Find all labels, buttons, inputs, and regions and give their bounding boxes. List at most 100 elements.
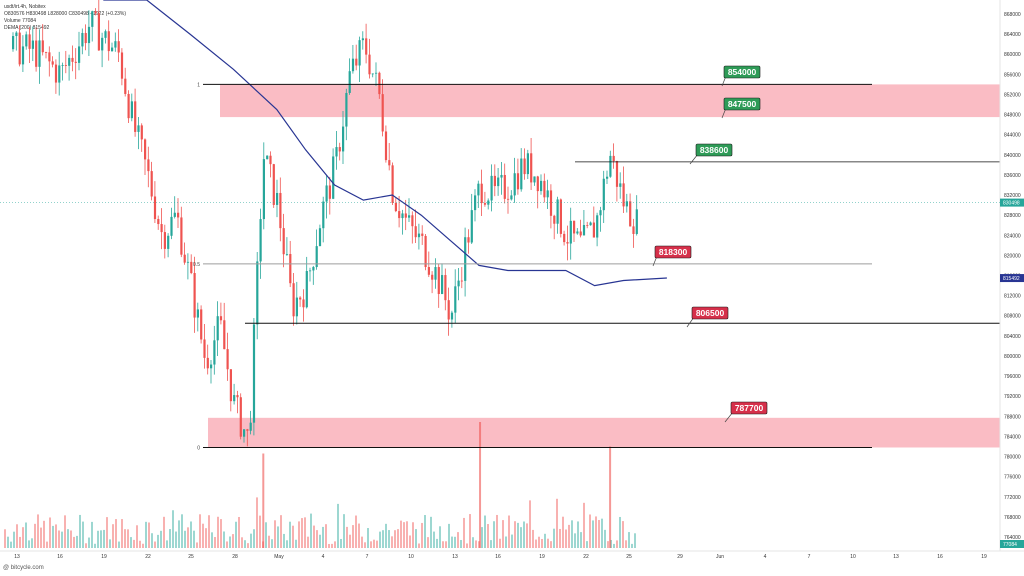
volume-bar <box>298 521 300 548</box>
volume-bar <box>19 536 21 548</box>
price-tag <box>1000 274 1024 283</box>
candle-body <box>78 46 81 63</box>
volume-bar <box>31 538 33 548</box>
volume-bar <box>136 525 138 548</box>
volume-bar <box>472 537 474 548</box>
candle-body <box>309 270 312 272</box>
volume-bar <box>232 534 234 548</box>
volume-bar <box>259 515 261 548</box>
volume-bar <box>388 530 390 548</box>
volume-bar <box>16 524 18 548</box>
candle-body <box>41 40 44 53</box>
candle-body <box>64 65 67 66</box>
legend-ema: DEMA (200) 815492 <box>4 25 126 32</box>
volume-bar <box>553 528 555 548</box>
level-label-box <box>723 97 761 111</box>
candle-body <box>91 11 94 27</box>
candle-body <box>480 183 483 204</box>
candle-body <box>213 340 216 365</box>
volume-bar <box>475 540 477 548</box>
candle-body <box>58 65 61 83</box>
candle-body <box>582 225 586 236</box>
x-tick-label: 13 <box>452 554 458 560</box>
candle-body <box>140 125 143 140</box>
source-credit: @ bitcycle.com <box>3 565 44 571</box>
volume-bar <box>430 516 432 548</box>
x-tick-label: 28 <box>232 554 238 560</box>
volume-bar <box>61 531 63 548</box>
volume-bar <box>229 536 231 548</box>
x-tick-label: 13 <box>893 554 899 560</box>
candle-body <box>74 61 77 63</box>
volume-bar <box>226 541 228 548</box>
volume-bar <box>241 537 243 548</box>
volume-bar <box>271 539 273 548</box>
volume-bar <box>280 515 282 548</box>
candle-body <box>124 78 127 94</box>
candle-body <box>615 161 619 187</box>
volume-bar <box>616 540 618 548</box>
volume-bar <box>622 521 624 548</box>
candle-body <box>470 210 473 243</box>
candle-body <box>556 199 559 224</box>
candle-body <box>229 369 232 402</box>
y-tick-label: 788000 <box>1004 414 1021 420</box>
candle-body <box>259 219 262 262</box>
candle-body <box>190 261 193 274</box>
volume-bar <box>484 515 486 548</box>
candle-body <box>144 139 147 160</box>
candle-body <box>318 228 322 247</box>
candle-body <box>216 316 219 341</box>
level-label: 806500 <box>696 308 725 318</box>
volume-bar <box>316 530 318 548</box>
volume-bar <box>334 541 336 548</box>
candle-body <box>414 226 417 238</box>
candle-body <box>510 195 513 200</box>
y-tick-label: 824000 <box>1004 233 1021 239</box>
volume-bar <box>583 502 585 548</box>
volume-bar <box>22 527 24 548</box>
candle-body <box>61 65 64 66</box>
volume-bar <box>25 522 27 548</box>
volume-bar <box>400 520 402 548</box>
volume-bar <box>49 517 51 548</box>
candle-body <box>173 212 176 217</box>
volume-bar <box>325 524 327 548</box>
volume-bar <box>496 514 498 548</box>
volume-bar <box>493 521 495 548</box>
volume-bar <box>544 533 546 548</box>
candle-body <box>576 231 579 234</box>
candle-body <box>15 32 18 37</box>
volume-bar <box>499 538 501 548</box>
volume-bar <box>442 541 444 548</box>
level-label: 838600 <box>700 145 729 155</box>
candle-body <box>530 153 533 183</box>
candle-body <box>120 52 124 79</box>
candle-body <box>622 183 625 207</box>
candle-body <box>127 93 130 119</box>
candle-body <box>457 280 460 287</box>
volume-bar <box>244 540 246 548</box>
x-tick-label: 19 <box>539 554 545 560</box>
volume-bar <box>604 529 606 548</box>
volume-bar <box>526 523 528 548</box>
volume-bar <box>205 528 207 548</box>
candle-body <box>84 32 87 44</box>
candle-body <box>549 190 553 216</box>
volume-bar <box>424 515 426 548</box>
candle-body <box>203 339 206 358</box>
candle-body <box>450 312 454 320</box>
candle-body <box>325 185 328 202</box>
candle-body <box>553 215 556 224</box>
volume-bar <box>148 522 150 548</box>
volume-bar <box>157 534 159 548</box>
volume-bar <box>343 514 345 548</box>
volume-bar <box>286 540 288 548</box>
candle-body <box>533 176 536 183</box>
y-tick-label: 844000 <box>1004 133 1021 139</box>
y-tick-label: 776000 <box>1004 475 1021 481</box>
volume-bar <box>580 532 582 548</box>
candle-body <box>335 147 338 157</box>
candle-body <box>276 192 279 205</box>
